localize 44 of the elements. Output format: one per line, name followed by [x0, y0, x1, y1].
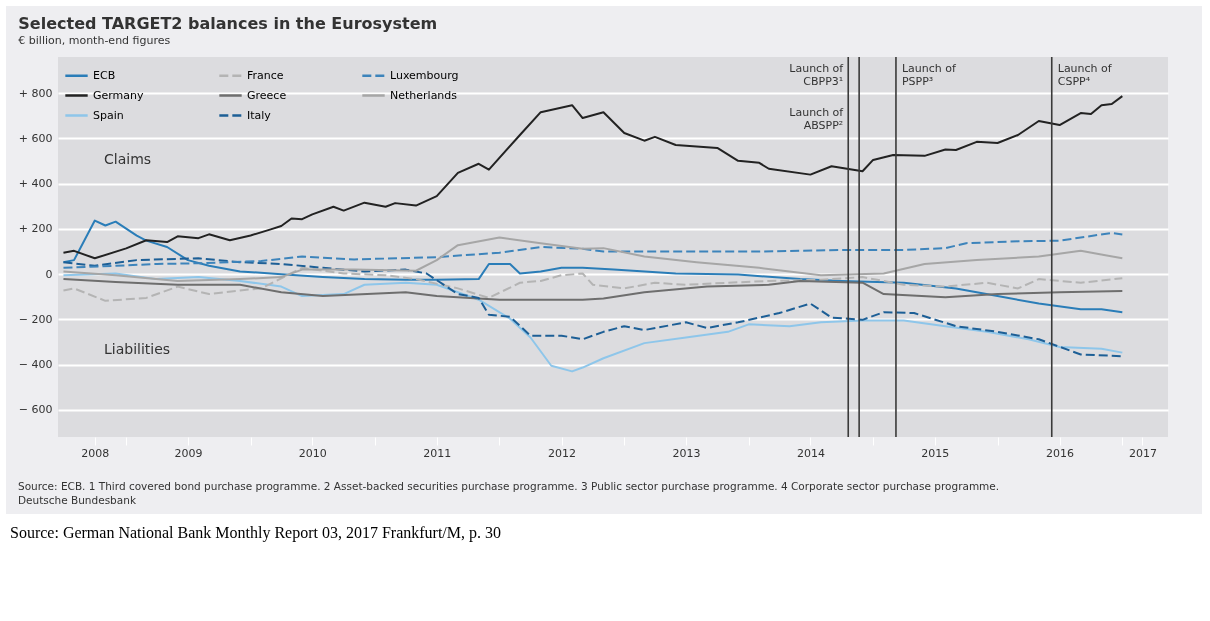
source-note: Source: ECB. 1 Third covered bond purchase programme. 2 Asset-backed securities purchase programme. 3 Public sector purchase programme. 4 Corporate sector purchase programme. [18, 480, 1001, 492]
y-tick-label: − 200 [18, 312, 53, 326]
x-tick-label: 2010 [298, 446, 327, 460]
line-series [62, 266, 1124, 302]
legend-label: Greece [247, 88, 287, 102]
line-series [62, 278, 1124, 301]
x-tick-label: 2009 [174, 446, 203, 460]
legend-label: Luxembourg [390, 68, 459, 82]
annotation: Claims [104, 150, 152, 167]
x-tick-label: 2017 [1128, 446, 1157, 460]
x-tick-label: 2011 [423, 446, 452, 460]
chart-subtitle: € billion, month-end figures [18, 34, 171, 48]
line-series [62, 272, 1124, 373]
line-series [62, 231, 1124, 269]
x-tick-label: 2016 [1046, 446, 1075, 460]
y-tick-label: + 400 [18, 177, 53, 191]
source-note: Source: German National Bank Monthly Report 03, 2017 Frankfurt/M, p. 30 [10, 524, 503, 542]
legend-label: ECB [93, 68, 116, 82]
legend-label: Netherlands [390, 88, 458, 102]
x-tick-label: 2008 [81, 446, 110, 460]
legend-label: France [247, 68, 284, 82]
ref-line-label: Launch of ABSPP² [789, 106, 845, 132]
y-tick-label: + 600 [18, 131, 53, 145]
x-tick-label: 2015 [921, 446, 950, 460]
x-tick-label: 2012 [548, 446, 577, 460]
y-tick-label: − 600 [18, 403, 53, 417]
chart-title: Selected TARGET2 balances in the Eurosystem [18, 14, 438, 34]
line-series [62, 257, 1124, 358]
x-tick-label: 2013 [672, 446, 701, 460]
annotation: Liabilities [104, 340, 171, 357]
legend-label: Spain [93, 108, 124, 122]
x-tick-label: 2014 [796, 446, 825, 460]
ref-line-label: Launch of CBPP3¹ [789, 62, 845, 88]
ref-line-label: Launch of CSPP⁴ [1057, 62, 1113, 88]
y-tick-label: + 200 [18, 222, 53, 236]
y-tick-label: − 400 [18, 358, 53, 372]
y-tick-label: + 800 [18, 86, 53, 100]
legend-label: Italy [247, 108, 272, 122]
y-tick-label: 0 [45, 267, 53, 281]
legend-label: Germany [93, 88, 145, 102]
ref-line-label: Launch of PSPP³ [901, 62, 958, 88]
text: Deutsche Bundesbank [18, 494, 137, 506]
line-series [62, 236, 1124, 282]
line-series [62, 219, 1124, 314]
